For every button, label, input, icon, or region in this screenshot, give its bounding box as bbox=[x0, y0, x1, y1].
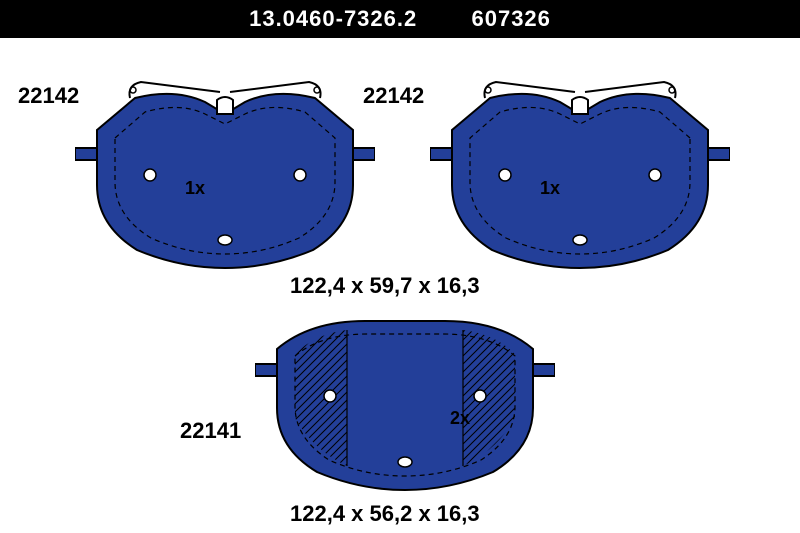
dimensions-bottom: 122,4 x 56,2 x 16,3 bbox=[290, 501, 480, 527]
quantity-bottom: 2x bbox=[450, 408, 470, 429]
wva-code-bottom: 22141 bbox=[180, 418, 241, 444]
dimensions-top: 122,4 x 59,7 x 16,3 bbox=[290, 273, 480, 299]
brake-pad-bottom bbox=[255, 316, 555, 506]
header-bar: 13.0460-7326.2 607326 bbox=[0, 0, 800, 38]
quantity-top-right: 1x bbox=[540, 178, 560, 199]
wva-code-top-right: 22142 bbox=[363, 83, 424, 109]
part-number-primary: 13.0460-7326.2 bbox=[249, 6, 417, 31]
part-number-secondary: 607326 bbox=[471, 6, 550, 31]
diagram-canvas: 22142 22142 122,4 x 59,7 x 16,3 22141 12… bbox=[0, 38, 800, 533]
brake-pad-top-left bbox=[75, 80, 375, 280]
wva-code-top-left: 22142 bbox=[18, 83, 79, 109]
quantity-top-left: 1x bbox=[185, 178, 205, 199]
brake-pad-top-right bbox=[430, 80, 730, 280]
